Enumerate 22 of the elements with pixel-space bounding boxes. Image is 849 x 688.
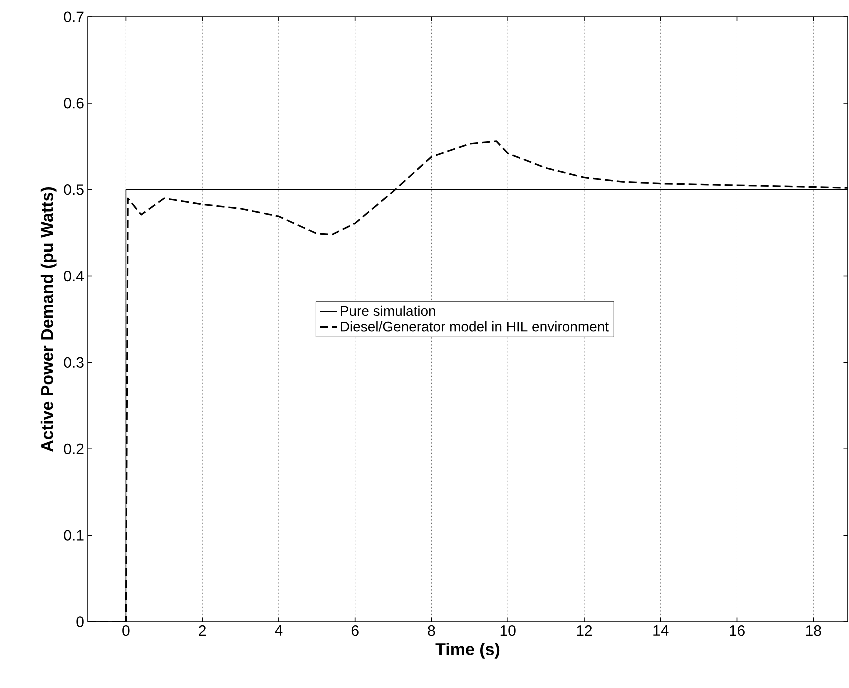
x-tick-label: 18	[806, 626, 822, 636]
x-tick-label: 16	[730, 626, 745, 636]
x-tick-label: 4	[275, 626, 283, 636]
x-tick-label: 8	[428, 626, 436, 636]
x-axis-title: Time (s)	[436, 643, 500, 659]
legend-label: Diesel/Generator model in HIL environment	[341, 321, 609, 332]
y-tick-label: 0.1	[64, 530, 84, 541]
y-tick-label: 0.5	[64, 184, 84, 196]
x-tick-label: 10	[500, 626, 516, 636]
x-tick-label: 2	[199, 626, 206, 636]
y-axis-title: Active Power Demand (pu Watts)	[40, 187, 57, 452]
x-tick-label: 12	[577, 626, 592, 636]
y-tick-label: 0.7	[64, 12, 84, 22]
y-tick-label: 0.4	[64, 270, 84, 282]
y-tick-label: 0.6	[64, 98, 84, 109]
x-tick-label: 14	[654, 626, 669, 636]
x-tick-label: 6	[352, 626, 359, 636]
y-tick-label: 0	[76, 616, 84, 628]
x-tick-label: 0	[122, 626, 130, 636]
legend-label: Pure simulation	[341, 306, 436, 316]
y-tick-label: 0.2	[64, 444, 84, 454]
y-tick-label: 0.3	[64, 357, 84, 368]
